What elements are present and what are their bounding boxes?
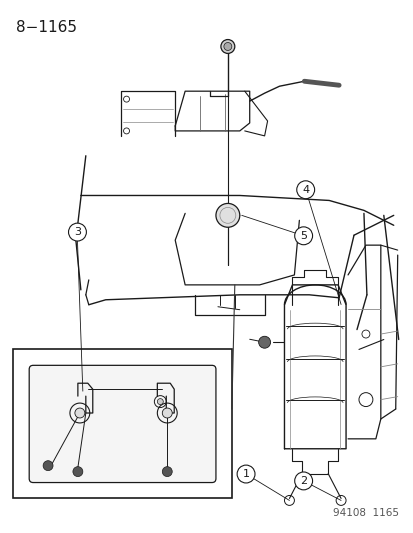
Bar [13, 350, 231, 498]
Circle shape [223, 43, 231, 51]
Circle shape [162, 467, 172, 477]
Circle shape [75, 408, 85, 418]
Circle shape [294, 227, 312, 245]
Text: 94108  1165: 94108 1165 [332, 508, 398, 518]
Circle shape [296, 181, 314, 199]
Text: 4: 4 [301, 185, 309, 195]
Circle shape [294, 472, 312, 490]
Text: 3: 3 [74, 227, 81, 237]
Circle shape [69, 223, 86, 241]
Circle shape [216, 204, 239, 227]
FancyBboxPatch shape [29, 365, 216, 482]
Circle shape [237, 465, 254, 483]
Circle shape [43, 461, 53, 471]
Text: 8−1165: 8−1165 [16, 20, 77, 35]
Circle shape [73, 467, 83, 477]
Circle shape [221, 39, 234, 53]
Text: 5: 5 [299, 231, 306, 241]
Circle shape [162, 408, 172, 418]
Circle shape [258, 336, 270, 348]
Text: 1: 1 [242, 469, 249, 479]
Text: 2: 2 [299, 476, 306, 486]
Circle shape [157, 399, 163, 405]
